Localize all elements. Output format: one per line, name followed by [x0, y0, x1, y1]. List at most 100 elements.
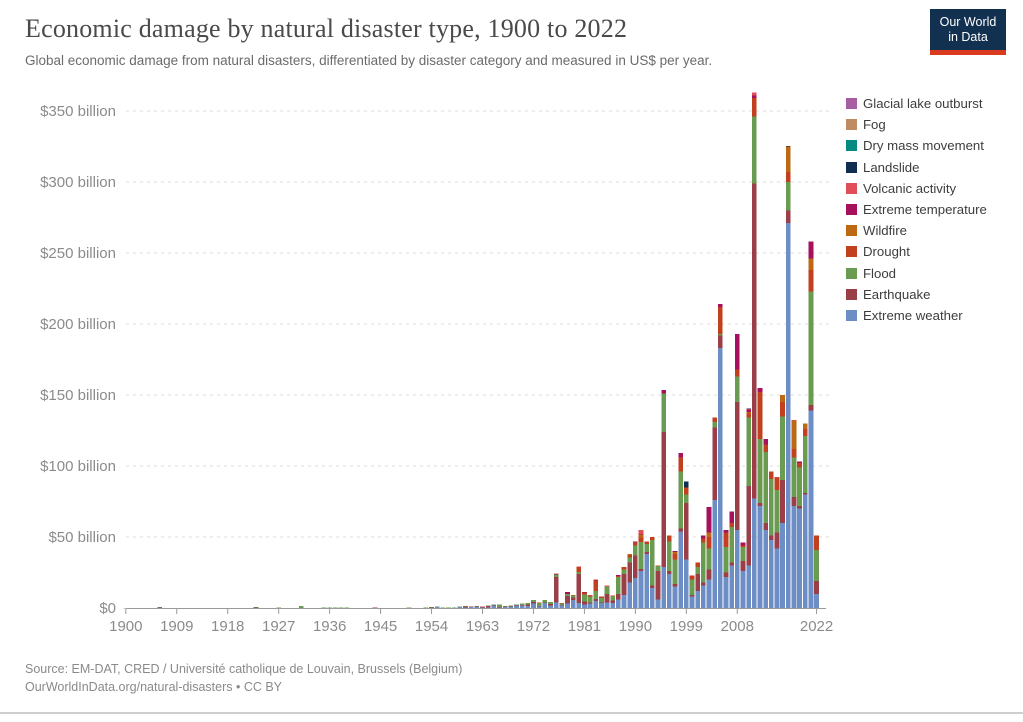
bar-segment[interactable]	[780, 416, 785, 481]
bar-segment[interactable]	[582, 604, 587, 608]
bar-segment[interactable]	[429, 606, 434, 608]
bar-segment[interactable]	[746, 412, 751, 414]
bar-segment[interactable]	[791, 505, 797, 608]
bar-segment[interactable]	[797, 508, 802, 608]
bar-segment[interactable]	[672, 559, 678, 584]
bar-segment[interactable]	[740, 571, 746, 608]
bar-segment[interactable]	[298, 605, 304, 608]
bar-segment[interactable]	[508, 605, 514, 607]
bar-segment[interactable]	[734, 529, 740, 608]
bar-segment[interactable]	[616, 593, 621, 600]
bar-segment[interactable]	[502, 606, 508, 608]
bar-segment[interactable]	[576, 566, 582, 572]
bar-segment[interactable]	[621, 573, 627, 596]
bar-segment[interactable]	[604, 585, 610, 587]
bar-segment[interactable]	[706, 579, 712, 608]
bar-segment[interactable]	[785, 182, 791, 211]
bar-segment[interactable]	[593, 580, 599, 591]
bar-segment[interactable]	[717, 335, 723, 349]
bar-segment[interactable]	[689, 575, 695, 580]
bar-segment[interactable]	[525, 604, 531, 607]
bar-segment[interactable]	[638, 571, 644, 608]
bar-segment[interactable]	[565, 592, 570, 594]
legend-item[interactable]: Drought	[846, 241, 987, 262]
bar-segment[interactable]	[593, 590, 599, 599]
bar-segment[interactable]	[633, 542, 638, 546]
legend-item[interactable]: Extreme temperature	[846, 199, 987, 220]
bar-segment[interactable]	[689, 596, 695, 608]
bar-segment[interactable]	[802, 423, 808, 430]
bar-segment[interactable]	[734, 369, 740, 377]
bar-segment[interactable]	[768, 471, 774, 479]
bar-segment[interactable]	[740, 546, 746, 562]
bar-segment[interactable]	[808, 404, 814, 411]
bar-segment[interactable]	[717, 306, 723, 334]
bar-segment[interactable]	[519, 604, 525, 606]
bar-segment[interactable]	[638, 529, 644, 534]
bar-segment[interactable]	[700, 535, 706, 539]
bar-segment[interactable]	[667, 571, 672, 574]
bar-segment[interactable]	[746, 565, 751, 608]
bar-segment[interactable]	[548, 602, 553, 605]
bar-segment[interactable]	[785, 223, 791, 608]
bar-segment[interactable]	[502, 605, 508, 607]
bar-segment[interactable]	[757, 387, 763, 393]
bar-segment[interactable]	[525, 602, 531, 605]
bar-segment[interactable]	[667, 573, 672, 608]
bar-segment[interactable]	[780, 480, 785, 523]
bar-segment[interactable]	[695, 590, 701, 608]
bar-segment[interactable]	[604, 602, 610, 608]
bar-segment[interactable]	[514, 604, 519, 606]
bar-segment[interactable]	[621, 595, 627, 608]
bar-segment[interactable]	[757, 505, 763, 608]
bar-segment[interactable]	[332, 607, 338, 608]
bar-segment[interactable]	[582, 592, 587, 595]
bar-segment[interactable]	[683, 487, 689, 495]
bar-segment[interactable]	[723, 576, 729, 608]
bar-segment[interactable]	[519, 605, 525, 608]
bar-segment[interactable]	[536, 606, 542, 608]
bar-segment[interactable]	[734, 333, 740, 370]
bar-segment[interactable]	[616, 575, 621, 577]
bar-segment[interactable]	[751, 183, 757, 499]
bar-segment[interactable]	[621, 567, 627, 570]
bar-segment[interactable]	[672, 586, 678, 608]
bar-segment[interactable]	[485, 606, 491, 608]
bar-segment[interactable]	[700, 542, 706, 583]
bar-segment[interactable]	[542, 599, 548, 603]
bar-segment[interactable]	[797, 463, 802, 468]
bar-segment[interactable]	[791, 457, 797, 498]
bar-segment[interactable]	[638, 534, 644, 538]
bar-segment[interactable]	[791, 419, 797, 421]
bar-segment[interactable]	[791, 497, 797, 506]
bar-segment[interactable]	[570, 600, 576, 608]
legend-item[interactable]: Volcanic activity	[846, 178, 987, 199]
bar-segment[interactable]	[644, 541, 650, 545]
bar-segment[interactable]	[667, 535, 672, 542]
legend-item[interactable]: Fog	[846, 114, 987, 135]
bar-segment[interactable]	[627, 582, 633, 608]
bar-segment[interactable]	[559, 605, 565, 606]
bar-segment[interactable]	[582, 601, 587, 605]
bar-segment[interactable]	[808, 410, 814, 608]
bar-segment[interactable]	[729, 522, 734, 528]
bar-segment[interactable]	[553, 602, 559, 608]
bar-segment[interactable]	[751, 98, 757, 117]
bar-segment[interactable]	[729, 511, 734, 523]
bar-segment[interactable]	[746, 413, 751, 418]
bar-segment[interactable]	[621, 569, 627, 574]
bar-segment[interactable]	[616, 576, 621, 577]
bar-segment[interactable]	[672, 554, 678, 560]
bar-segment[interactable]	[785, 210, 791, 224]
bar-segment[interactable]	[610, 600, 616, 604]
bar-segment[interactable]	[599, 602, 604, 604]
bar-segment[interactable]	[734, 402, 740, 530]
bar-segment[interactable]	[791, 420, 797, 449]
bar-segment[interactable]	[610, 596, 616, 601]
bar-segment[interactable]	[633, 555, 638, 579]
bar-segment[interactable]	[599, 596, 604, 599]
legend-item[interactable]: Landslide	[846, 157, 987, 178]
bar-segment[interactable]	[570, 597, 576, 601]
bar-segment[interactable]	[768, 539, 774, 608]
bar-segment[interactable]	[723, 529, 729, 533]
